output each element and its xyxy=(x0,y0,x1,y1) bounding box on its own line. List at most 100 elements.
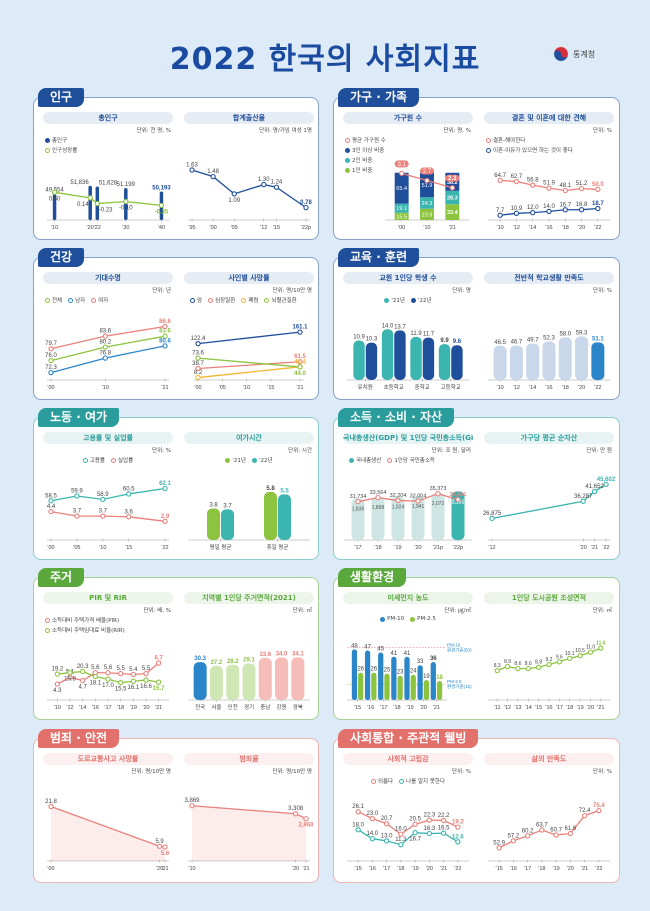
fine-dust-value-label: 24 xyxy=(410,669,417,675)
social-isolation-value-label: 16.0 xyxy=(395,827,407,833)
life-satisfaction-value-label: 60.7 xyxy=(550,827,562,833)
household-size-value-label: 19.1 xyxy=(396,206,407,212)
housing-area-by-region-bar xyxy=(275,657,289,700)
gdp-gni-value-label: 2,072 xyxy=(432,501,445,507)
section-tab: 범죄 · 안전 xyxy=(38,729,120,748)
x-tick-label: '00 xyxy=(210,225,217,231)
section-tab: 생활환경 xyxy=(338,568,407,587)
students-per-teacher-bar xyxy=(422,337,435,380)
household-net-assets-point xyxy=(580,498,586,504)
x-tick-label: '10 xyxy=(497,385,504,391)
x-tick-label: '20 xyxy=(426,866,433,872)
housing-area-by-region-bar xyxy=(291,657,305,700)
life-satisfaction-point xyxy=(496,845,502,851)
marriage-divorce-views-point xyxy=(513,178,520,185)
total-population-bar xyxy=(88,185,92,220)
chart-title: 미세먼지 농도 xyxy=(343,592,473,604)
legend-item: '22년 xyxy=(252,456,273,464)
legend-label: 전체 xyxy=(52,298,63,304)
housing-area-by-region-bar xyxy=(258,658,272,700)
pir-rir-point xyxy=(130,678,136,684)
traffic-death-rate-point xyxy=(162,844,168,850)
legend: 고용률 실업률 xyxy=(43,456,173,464)
fine-dust-bar xyxy=(397,675,403,700)
unit-label: 단위: ㎡ xyxy=(292,608,312,614)
legend: '21년 '22년 xyxy=(184,456,314,464)
marriage-divorce-views-point xyxy=(595,186,601,192)
total-population-value-label: -0.10 xyxy=(119,206,133,212)
legend: PM-10 PM-2.5 xyxy=(343,616,473,622)
legend-item: 암 xyxy=(190,296,202,304)
social-isolation-point xyxy=(355,809,361,815)
pir-rir-value-label: 15.7 xyxy=(153,686,165,692)
unit-label: 단위: 년 xyxy=(152,288,171,294)
urban-park-area-point xyxy=(577,652,583,659)
students-per-teacher-bar xyxy=(394,330,406,380)
death-rate-by-cause-line xyxy=(197,357,301,368)
gdp-gni-bar xyxy=(371,497,385,540)
household-size-value-label: 65.4 xyxy=(396,186,407,192)
employment-unemployment-rate-point xyxy=(126,514,132,520)
x-tick-label: '20 xyxy=(414,545,421,551)
social-isolation-point xyxy=(412,830,418,836)
unit-label: 단위: % xyxy=(452,769,471,775)
traffic-death-rate-point xyxy=(156,843,163,849)
employment-unemployment-rate-line xyxy=(50,511,166,522)
total-population-bar xyxy=(52,193,57,220)
x-tick-label: 초등학교 xyxy=(384,383,404,391)
life-satisfaction-point xyxy=(539,827,545,833)
pir-rir-point xyxy=(118,670,124,677)
housing-area-by-region-value-label: 27.2 xyxy=(211,660,223,666)
school-life-satisfaction-bar xyxy=(542,341,556,380)
household-size-value-label: 23.9 xyxy=(422,212,433,218)
gdp-gni-value-label: 33,564 xyxy=(370,490,387,496)
unit-label: 단위: % xyxy=(593,128,612,134)
x-tick-label: '22 xyxy=(161,545,168,551)
legend: 외롭다 나를 알지 못한다 xyxy=(343,777,473,785)
life-satisfaction-point xyxy=(553,832,559,838)
gdp-gni-point xyxy=(375,494,381,501)
life-satisfaction-value-label: 60.2 xyxy=(522,828,534,834)
legend-item: '21년 xyxy=(384,296,405,304)
gdp-gni-value-label: 1,941 xyxy=(412,504,425,510)
urban-park-area-point xyxy=(515,665,521,672)
hollow-circle-marker-icon xyxy=(241,297,247,303)
marriage-divorce-views-point xyxy=(562,207,568,213)
social-isolation-value-label: 12.6 xyxy=(452,834,464,840)
leisure-time-plot: 평일 평균 휴일 평균 3.8 5.8 3.7 5.5 xyxy=(188,486,310,551)
taegeuk-logo-icon xyxy=(553,46,569,62)
total-population-plot: '10'20'22'30'4049,55451,83651,62851,1995… xyxy=(45,180,171,231)
legend-item: '22년 xyxy=(411,296,432,304)
marriage-divorce-views-point xyxy=(513,210,520,216)
x-tick-label: 인천 xyxy=(228,703,238,711)
students-per-teacher-value-label: 11.9 xyxy=(410,331,422,337)
gdp-gni-line xyxy=(357,493,459,503)
household-size-point xyxy=(449,185,455,191)
life-satisfaction-value-label: 52.9 xyxy=(493,840,505,846)
x-tick-label: '05 xyxy=(231,225,238,231)
legend-item: 국내총생산 xyxy=(349,456,381,464)
x-tick-label: '10 xyxy=(99,545,106,551)
life-expectancy-point xyxy=(102,355,108,361)
legend-item: 남자 xyxy=(68,296,85,304)
death-rate-by-cause-line xyxy=(197,361,301,370)
x-tick-label: '21 xyxy=(597,705,604,711)
fine-dust-bar xyxy=(410,674,416,700)
x-tick-label: '18 xyxy=(566,705,573,711)
legend: 국내총생산 1인당 국민총소득 xyxy=(349,456,435,464)
marriage-divorce-views-value-label: 51.9 xyxy=(543,181,555,187)
x-tick-label: '15 xyxy=(273,225,280,231)
x-tick-label: '11 xyxy=(494,705,501,711)
legend-label: 총인구 xyxy=(52,138,68,144)
chart-title: 가구당 평균 순자산 xyxy=(484,432,614,444)
x-tick-label: '17 xyxy=(380,705,387,711)
chart-title: 사인별 사망률 xyxy=(184,272,314,284)
x-tick-label: '10 xyxy=(497,225,504,231)
students-per-teacher-value-label: 9.9 xyxy=(440,338,449,344)
life-satisfaction-point xyxy=(596,807,602,814)
housing-area-by-region-value-label: 33.6 xyxy=(259,652,271,658)
students-per-teacher-bar xyxy=(353,340,365,380)
fine-dust-bar xyxy=(384,673,390,700)
life-expectancy-value-label: 83.6 xyxy=(159,329,171,335)
